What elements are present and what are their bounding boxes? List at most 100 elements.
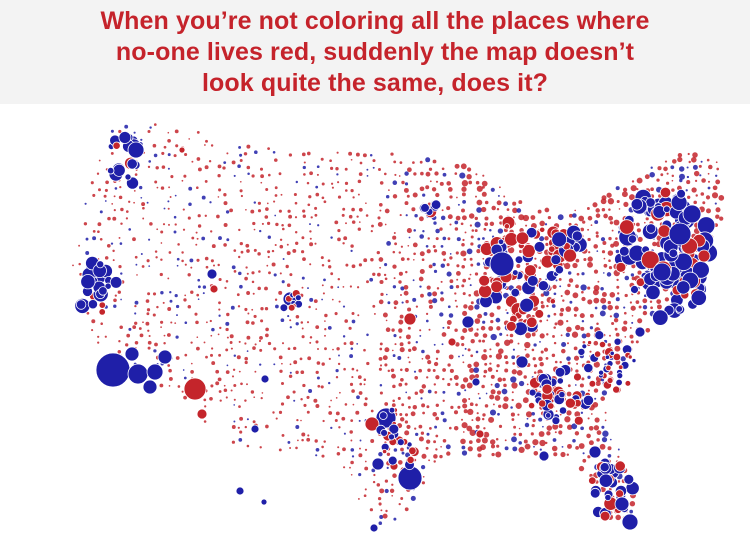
county-dot bbox=[152, 313, 156, 317]
county-dot bbox=[337, 181, 340, 184]
county-dot bbox=[608, 236, 612, 241]
red-bubble bbox=[505, 320, 517, 332]
county-dot bbox=[440, 215, 446, 221]
county-dot bbox=[442, 399, 445, 402]
county-dot bbox=[405, 299, 409, 304]
county-dot bbox=[244, 356, 248, 361]
blue-bubble bbox=[369, 523, 379, 533]
county-dot bbox=[586, 433, 591, 439]
county-dot bbox=[349, 285, 353, 288]
county-dot bbox=[456, 391, 461, 396]
county-dot bbox=[636, 222, 640, 227]
county-dot bbox=[587, 286, 591, 290]
county-dot bbox=[201, 236, 206, 241]
county-dot bbox=[608, 215, 614, 221]
county-dot bbox=[295, 446, 298, 450]
county-dot bbox=[315, 447, 320, 452]
county-dot bbox=[628, 194, 636, 201]
county-dot bbox=[307, 434, 310, 437]
county-dot bbox=[412, 242, 418, 248]
county-dot bbox=[567, 443, 572, 449]
blue-bubble bbox=[571, 230, 583, 242]
blue-bubble bbox=[378, 411, 388, 420]
county-dot bbox=[295, 241, 299, 245]
county-dot bbox=[494, 382, 500, 389]
blue-bubble bbox=[604, 493, 612, 502]
county-dot bbox=[442, 418, 447, 423]
county-dot bbox=[257, 209, 262, 213]
county-dot bbox=[594, 397, 597, 400]
county-dot bbox=[637, 270, 642, 275]
county-dot bbox=[427, 291, 432, 297]
county-dot bbox=[495, 437, 499, 441]
county-dot bbox=[488, 326, 494, 331]
county-dot bbox=[478, 397, 481, 400]
county-dot bbox=[196, 237, 199, 240]
county-dot bbox=[369, 277, 374, 282]
county-dot bbox=[414, 427, 417, 430]
blue-bubble bbox=[118, 131, 132, 144]
county-dot bbox=[707, 172, 710, 175]
county-dot bbox=[173, 230, 177, 234]
county-dot bbox=[393, 448, 398, 452]
county-dot bbox=[341, 416, 346, 421]
county-dot bbox=[181, 259, 184, 263]
county-dot bbox=[168, 385, 171, 387]
county-dot bbox=[306, 437, 311, 442]
county-dot bbox=[104, 335, 107, 338]
county-dot bbox=[538, 417, 543, 422]
county-dot bbox=[211, 244, 216, 249]
county-dot bbox=[335, 397, 338, 399]
county-dot bbox=[665, 181, 670, 185]
county-dot bbox=[345, 189, 348, 192]
county-dot bbox=[623, 320, 628, 325]
county-dot bbox=[364, 397, 368, 401]
county-dot bbox=[578, 443, 585, 449]
county-dot bbox=[377, 496, 382, 501]
county-dot bbox=[503, 383, 507, 388]
county-dot bbox=[481, 206, 487, 213]
county-dot bbox=[404, 507, 409, 512]
county-dot bbox=[615, 297, 620, 302]
county-dot bbox=[623, 201, 629, 207]
county-dot bbox=[321, 298, 323, 301]
county-dot bbox=[595, 231, 599, 235]
county-dot bbox=[631, 180, 635, 183]
county-dot bbox=[470, 235, 474, 239]
county-dot bbox=[523, 375, 527, 379]
county-dot bbox=[537, 209, 542, 214]
county-dot bbox=[323, 278, 326, 282]
blue-bubble bbox=[582, 394, 595, 406]
county-dot bbox=[196, 131, 200, 134]
county-dot bbox=[404, 382, 408, 386]
county-dot bbox=[366, 333, 369, 337]
county-dot bbox=[154, 250, 158, 253]
county-dot bbox=[352, 403, 355, 406]
county-dot bbox=[470, 338, 475, 344]
county-dot bbox=[498, 424, 503, 428]
county-dot bbox=[456, 237, 461, 242]
county-dot bbox=[461, 398, 468, 404]
county-dot bbox=[400, 377, 404, 382]
red-bubble bbox=[178, 146, 186, 154]
county-dot bbox=[265, 424, 269, 429]
county-dot bbox=[98, 159, 101, 162]
county-dot bbox=[525, 411, 533, 418]
county-dot bbox=[532, 439, 539, 446]
county-dot bbox=[490, 319, 494, 324]
county-dot bbox=[295, 370, 299, 375]
county-dot bbox=[469, 429, 476, 436]
county-dot bbox=[218, 314, 221, 317]
county-dot bbox=[307, 356, 312, 361]
county-dot bbox=[359, 439, 362, 442]
county-dot bbox=[96, 172, 100, 175]
county-dot bbox=[175, 304, 180, 309]
county-dot bbox=[459, 172, 466, 179]
county-dot bbox=[615, 186, 620, 191]
county-dot bbox=[392, 354, 396, 358]
blue-bubble bbox=[675, 305, 683, 313]
blue-bubble bbox=[594, 330, 605, 341]
county-dot bbox=[540, 350, 544, 354]
county-dot bbox=[454, 227, 459, 231]
blue-bubble bbox=[550, 254, 562, 266]
